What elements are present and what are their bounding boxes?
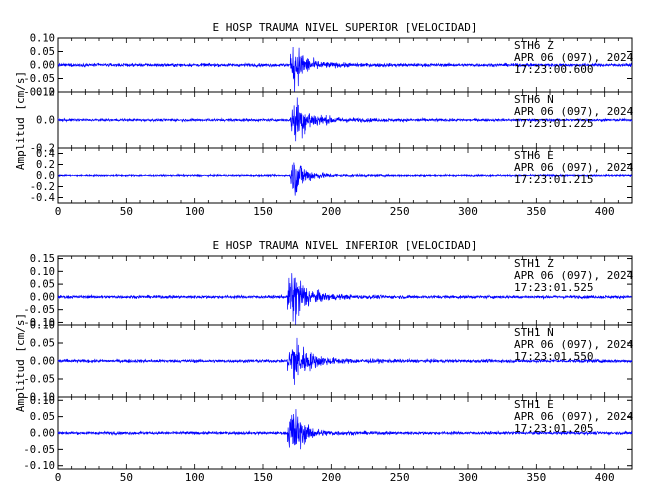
y-tick-label: -0.05 <box>23 374 55 386</box>
x-tick-label: 400 <box>595 205 615 218</box>
waveform-line <box>57 97 633 142</box>
station-component-label: STH1 Z <box>514 257 554 270</box>
y-tick-label: 0.05 <box>30 46 55 58</box>
y-tick-label: 0.05 <box>30 279 55 291</box>
y-tick-label: -0.4 <box>30 192 55 204</box>
x-tick-label: 0 <box>55 205 62 218</box>
y-tick-label: 0.05 <box>30 338 55 350</box>
y-tick-label: 0.4 <box>36 148 55 160</box>
y-axis-label: Amplitud [cm/s] <box>14 313 27 412</box>
trace-date: APR 06 (097), 2024 <box>514 51 634 64</box>
x-tick-label: 300 <box>458 471 478 484</box>
y-tick-label: -0.05 <box>23 444 55 456</box>
trace-date: APR 06 (097), 2024 <box>514 161 634 174</box>
x-tick-label: 200 <box>321 205 341 218</box>
y-tick-label: 0.10 <box>30 33 55 45</box>
x-tick-label: 100 <box>185 205 205 218</box>
trace-time: 17:23:01.205 <box>514 422 593 435</box>
trace-time: 17:23:01.550 <box>514 350 593 363</box>
y-tick-label: 0.10 <box>30 395 55 407</box>
waveform-line <box>57 46 633 93</box>
y-axis-label: Amplitud [cm/s] <box>14 71 27 170</box>
y-tick-label: -0.05 <box>23 73 55 85</box>
y-tick-label: 0.2 <box>36 159 55 171</box>
trace-date: APR 06 (097), 2024 <box>514 338 634 351</box>
trace-time: 17:23:01.215 <box>514 173 593 186</box>
x-tick-label: 250 <box>390 205 410 218</box>
y-tick-label: 0.00 <box>30 60 55 72</box>
trace-date: APR 06 (097), 2024 <box>514 105 634 118</box>
y-tick-label: -0.10 <box>23 392 55 404</box>
panel-title: E HOSP TRAUMA NIVEL SUPERIOR [VELOCIDAD] <box>213 21 478 34</box>
y-tick-label: 0.0 <box>36 115 55 127</box>
seismogram-panel-1: E HOSP TRAUMA NIVEL SUPERIOR [VELOCIDAD]… <box>14 21 634 218</box>
waveform-line <box>57 273 633 326</box>
y-tick-label: 0.00 <box>30 291 55 303</box>
station-component-label: STH6 E <box>514 149 554 162</box>
x-tick-label: 350 <box>526 205 546 218</box>
station-component-label: STH6 N <box>514 93 554 106</box>
x-tick-label: 50 <box>120 205 133 218</box>
y-tick-label: -0.10 <box>23 317 55 329</box>
trace-time: 17:23:00.600 <box>514 63 593 76</box>
x-tick-label: 150 <box>253 205 273 218</box>
y-tick-label: 0.15 <box>30 253 55 265</box>
y-tick-label: -0.2 <box>30 181 55 193</box>
waveform-line <box>57 337 633 385</box>
y-tick-label: 0.00 <box>30 428 55 440</box>
x-tick-label: 100 <box>185 471 205 484</box>
y-tick-label: 0.05 <box>30 411 55 423</box>
y-tick-label: -0.05 <box>23 304 55 316</box>
x-tick-label: 350 <box>526 471 546 484</box>
station-component-label: STH6 Z <box>514 39 554 52</box>
waveform-line <box>57 409 633 450</box>
trace-date: APR 06 (097), 2024 <box>514 410 634 423</box>
panel-title: E HOSP TRAUMA NIVEL INFERIOR [VELOCIDAD] <box>213 239 478 252</box>
y-tick-label: 0.2 <box>36 87 55 99</box>
y-tick-label: 0.00 <box>30 356 55 368</box>
y-tick-label: -0.10 <box>23 460 55 472</box>
x-tick-label: 400 <box>595 471 615 484</box>
x-tick-label: 300 <box>458 205 478 218</box>
x-tick-label: 50 <box>120 471 133 484</box>
station-component-label: STH1 N <box>514 326 554 339</box>
y-tick-label: 0.10 <box>30 266 55 278</box>
station-component-label: STH1 E <box>514 398 554 411</box>
y-tick-label: -0.10 <box>23 87 55 99</box>
x-tick-label: 250 <box>390 471 410 484</box>
y-tick-label: -0.2 <box>30 143 55 155</box>
x-tick-label: 150 <box>253 471 273 484</box>
trace-time: 17:23:01.225 <box>514 117 593 130</box>
waveform-line <box>57 162 633 196</box>
y-tick-label: 0.0 <box>36 170 55 182</box>
y-tick-label: 0.10 <box>30 320 55 332</box>
trace-date: APR 06 (097), 2024 <box>514 269 634 282</box>
seismogram-panel-2: E HOSP TRAUMA NIVEL INFERIOR [VELOCIDAD]… <box>14 239 634 484</box>
x-tick-label: 0 <box>55 471 62 484</box>
trace-time: 17:23:01.525 <box>514 281 593 294</box>
x-tick-label: 200 <box>321 471 341 484</box>
